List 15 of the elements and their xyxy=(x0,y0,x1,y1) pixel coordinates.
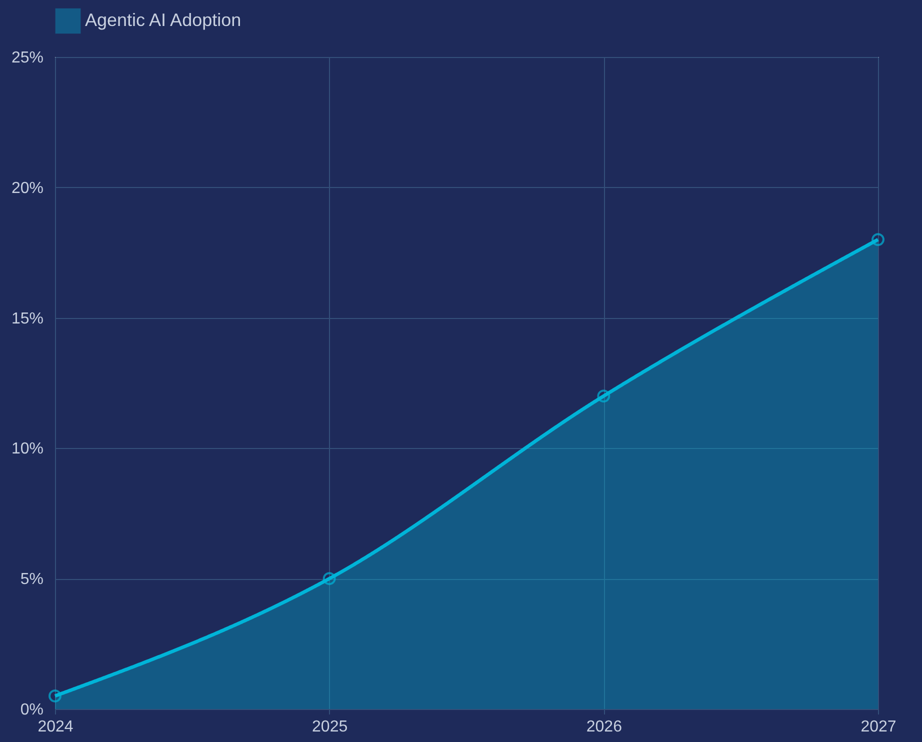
y-tick-label: 15% xyxy=(11,310,44,328)
y-tick-label: 0% xyxy=(20,702,44,718)
x-tick-label: 2026 xyxy=(586,718,622,736)
point xyxy=(322,572,336,586)
x-tick-label: 2025 xyxy=(312,718,348,736)
point xyxy=(872,233,884,246)
point xyxy=(597,390,610,403)
y-tick-label: 20% xyxy=(11,180,44,197)
y-tick-label: 5% xyxy=(20,571,44,588)
x-tick-label: 2027 xyxy=(860,718,896,736)
x-tick-label: 2024 xyxy=(38,718,74,736)
point xyxy=(48,689,62,702)
y-tick-label: 10% xyxy=(11,440,44,458)
legend-label: Agentic AI Adoption xyxy=(85,10,242,30)
y-tick-label: 25% xyxy=(11,50,44,66)
